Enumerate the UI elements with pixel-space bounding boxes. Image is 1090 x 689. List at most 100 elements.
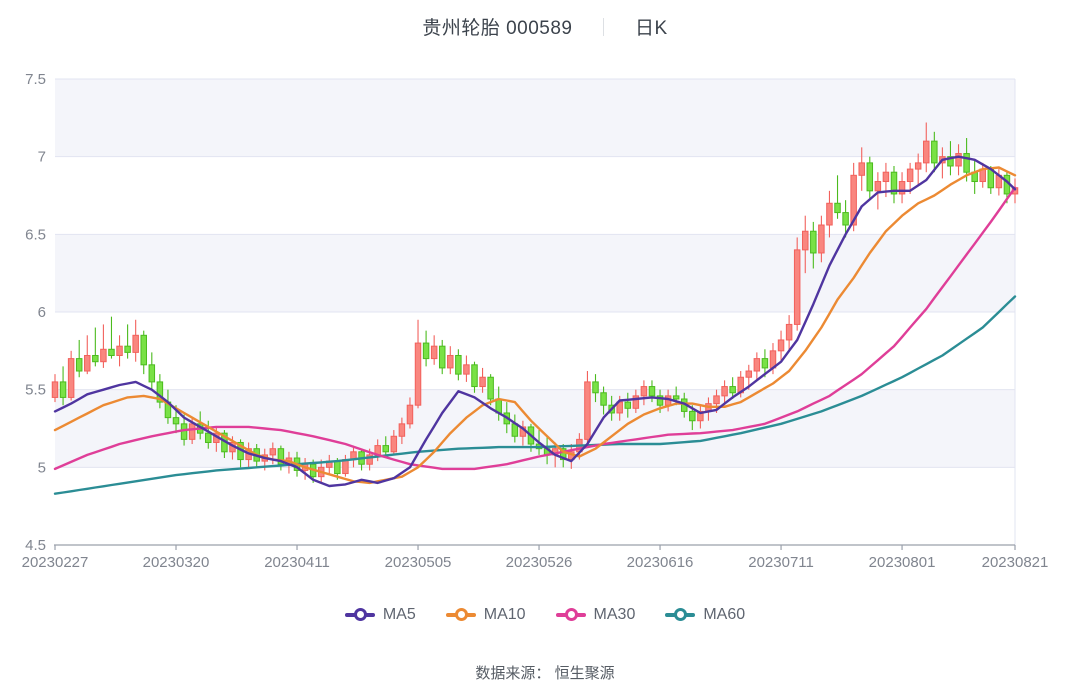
candle-body bbox=[882, 171, 890, 183]
plot-bands bbox=[55, 79, 1015, 468]
candle-body bbox=[753, 358, 761, 372]
candle-body bbox=[600, 392, 607, 406]
legend-item-ma60[interactable]: MA60 bbox=[665, 606, 745, 624]
legend-item-ma10[interactable]: MA10 bbox=[445, 606, 526, 624]
svg-text:20230505: 20230505 bbox=[385, 554, 452, 571]
candle-body bbox=[277, 448, 285, 465]
ma30-line bbox=[53, 186, 1017, 471]
legend-marker-icon bbox=[344, 608, 375, 622]
candle-body bbox=[438, 345, 446, 369]
candle-body bbox=[487, 376, 494, 400]
candle-body bbox=[447, 354, 454, 369]
legend-label: MA5 bbox=[382, 606, 416, 623]
candle-body bbox=[640, 386, 648, 397]
legend-marker-icon bbox=[445, 608, 476, 622]
candle-body bbox=[398, 423, 406, 437]
candle-body bbox=[834, 202, 841, 214]
candle-body bbox=[745, 370, 753, 378]
candle-body bbox=[390, 435, 398, 453]
svg-text:20230320: 20230320 bbox=[143, 554, 210, 571]
svg-text:20230801: 20230801 bbox=[869, 554, 936, 571]
candle-body bbox=[406, 404, 414, 425]
legend-item-ma30[interactable]: MA30 bbox=[555, 606, 636, 624]
legend: MA5 MA10 MA30 MA60 bbox=[0, 606, 1090, 624]
ma10-line bbox=[53, 166, 1017, 485]
legend-label: MA10 bbox=[483, 606, 526, 623]
candle-body bbox=[914, 162, 922, 170]
x-axis: 20230227 20230320 20230411 20230505 20230526… bbox=[22, 544, 1049, 571]
candle-body bbox=[672, 395, 680, 400]
candle-body bbox=[656, 395, 664, 406]
candle-body bbox=[592, 381, 599, 394]
legend-label: MA30 bbox=[593, 606, 636, 623]
candle-body bbox=[414, 342, 422, 406]
candle-body bbox=[366, 454, 373, 465]
candle-body bbox=[108, 348, 115, 356]
candle-body bbox=[963, 153, 970, 173]
chart-title: 贵州轮胎 000589 bbox=[422, 18, 573, 39]
candle-body bbox=[188, 423, 196, 440]
svg-text:20230526: 20230526 bbox=[506, 554, 573, 571]
candle-body bbox=[697, 410, 704, 422]
candle-body bbox=[890, 171, 898, 195]
candle-body bbox=[67, 358, 75, 398]
candle-body bbox=[689, 410, 696, 422]
candle-body bbox=[75, 358, 83, 372]
candle-body bbox=[342, 459, 349, 475]
candle-body bbox=[269, 448, 277, 456]
svg-text:5.5: 5.5 bbox=[25, 382, 46, 399]
svg-text:20230411: 20230411 bbox=[264, 554, 330, 571]
candle-body bbox=[761, 358, 769, 369]
legend-marker-icon bbox=[555, 608, 586, 622]
candle-body bbox=[906, 168, 914, 183]
period-label: 日K bbox=[635, 18, 668, 39]
svg-text:6: 6 bbox=[38, 304, 46, 321]
candle-body bbox=[116, 345, 123, 356]
svg-text:20230821: 20230821 bbox=[982, 554, 1049, 571]
candle-body bbox=[584, 381, 591, 440]
ma5-line bbox=[53, 155, 1017, 488]
candle-body bbox=[624, 401, 632, 409]
candle-body bbox=[59, 381, 67, 398]
candle-body bbox=[850, 174, 857, 226]
candle-body bbox=[866, 162, 874, 192]
legend-marker-icon bbox=[665, 608, 696, 622]
svg-text:6.5: 6.5 bbox=[25, 226, 46, 243]
ma60-line bbox=[53, 295, 1017, 495]
candle-body bbox=[777, 339, 785, 352]
candle-body bbox=[810, 230, 817, 254]
candle-body bbox=[422, 342, 430, 360]
candle-body bbox=[51, 381, 59, 398]
candle-body bbox=[826, 202, 833, 226]
candle-body bbox=[205, 432, 212, 443]
candle-body bbox=[818, 224, 825, 254]
data-source: 数据来源： 恒生聚源 bbox=[475, 665, 615, 682]
candle-body bbox=[156, 381, 164, 403]
candle-body bbox=[632, 395, 640, 409]
legend-item-ma5[interactable]: MA5 bbox=[344, 606, 416, 624]
candle-body bbox=[455, 354, 462, 375]
candle-body bbox=[84, 354, 91, 372]
candle-body bbox=[559, 448, 567, 461]
candle-body bbox=[923, 140, 930, 164]
svg-text:4.5: 4.5 bbox=[25, 537, 46, 554]
candle-body bbox=[172, 417, 180, 425]
svg-text:5: 5 bbox=[38, 459, 46, 476]
candle-body bbox=[334, 460, 341, 475]
candle-body bbox=[124, 345, 131, 353]
legend-label: MA60 bbox=[703, 606, 746, 623]
candle-body bbox=[100, 348, 107, 363]
gridlines bbox=[55, 78, 1016, 545]
chart-header: 贵州轮胎 000589 ｜ 日K bbox=[0, 13, 1090, 40]
candle-body bbox=[140, 334, 147, 366]
candle-body bbox=[430, 345, 438, 360]
svg-text:20230711: 20230711 bbox=[748, 554, 814, 571]
candles-group bbox=[51, 122, 1019, 483]
candle-body bbox=[479, 376, 486, 388]
candle-body bbox=[382, 445, 390, 453]
title-separator: ｜ bbox=[594, 17, 613, 38]
candle-body bbox=[785, 323, 793, 341]
candle-body bbox=[874, 181, 882, 192]
candle-body bbox=[721, 386, 728, 397]
